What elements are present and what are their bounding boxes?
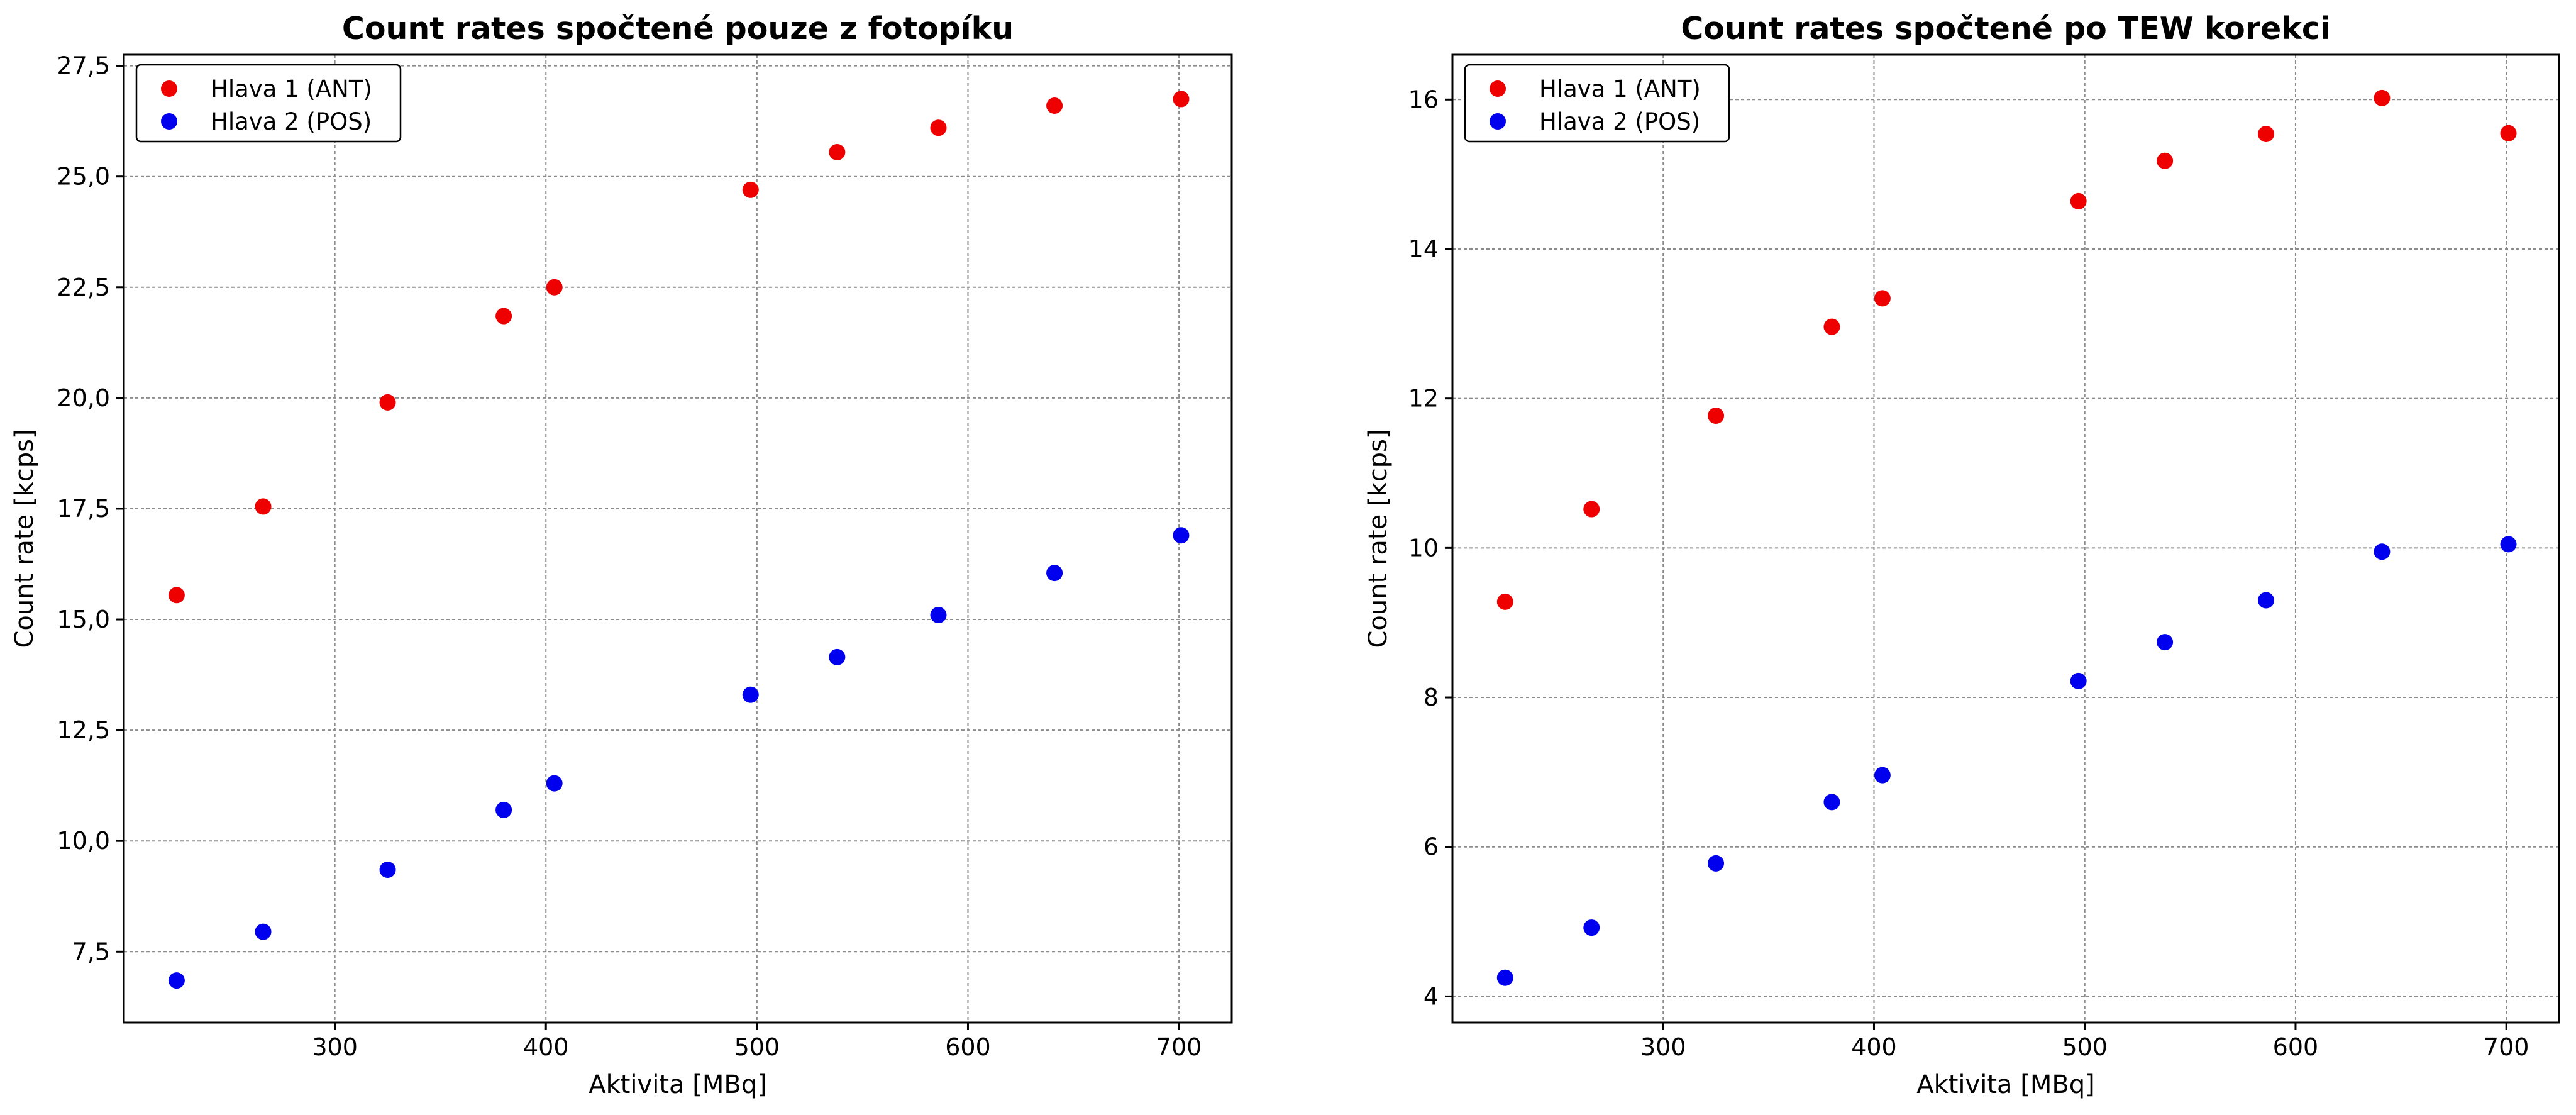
data-point-pos xyxy=(742,686,759,703)
data-point-pos xyxy=(168,972,185,989)
data-point-pos xyxy=(1708,855,1725,872)
data-point-ant xyxy=(742,181,759,198)
plot-frame xyxy=(123,53,1233,1024)
data-point-ant xyxy=(1173,91,1190,108)
data-point-pos xyxy=(2070,672,2087,689)
data-point-ant xyxy=(930,119,947,136)
data-point-ant xyxy=(2500,125,2517,141)
x-tick-label: 500 xyxy=(2062,1033,2108,1061)
data-point-pos xyxy=(930,607,947,623)
legend-box xyxy=(135,64,402,143)
data-point-pos xyxy=(1046,565,1063,582)
x-tick-label: 700 xyxy=(2484,1033,2529,1061)
data-point-ant xyxy=(2157,152,2174,169)
data-point-ant xyxy=(2374,89,2391,106)
y-tick-label: 12,5 xyxy=(57,716,110,744)
data-point-ant xyxy=(2258,125,2275,142)
data-point-pos xyxy=(495,801,512,818)
data-point-pos xyxy=(2258,592,2275,609)
legend-label: Hlava 1 (ANT) xyxy=(1539,75,1701,103)
data-point-ant xyxy=(1874,290,1891,307)
legend-marker xyxy=(1490,80,1506,97)
x-tick-label: 300 xyxy=(1640,1033,1686,1061)
data-point-ant xyxy=(168,587,185,604)
right-chart: 300 400 500 600 700 4 6 8 10 12 14 16 Count rates sp… xyxy=(1364,11,2560,1099)
x-tick-label: 600 xyxy=(2273,1033,2319,1061)
legend-label: Hlava 1 (ANT) xyxy=(211,75,372,103)
y-tick-label: 17,5 xyxy=(57,495,110,523)
data-point-ant xyxy=(1046,97,1063,114)
legend-marker xyxy=(161,80,177,97)
y-tick-label: 20,0 xyxy=(57,384,110,412)
data-point-pos xyxy=(1874,767,1891,784)
data-point-pos xyxy=(1496,969,1513,986)
y-tick-label: 12 xyxy=(1408,385,1439,413)
data-point-ant xyxy=(1583,501,1600,518)
data-point-ant xyxy=(379,394,396,411)
data-point-ant xyxy=(1823,318,1840,335)
x-tick-label: 600 xyxy=(945,1033,991,1061)
data-point-pos xyxy=(2374,543,2391,560)
x-axis-label: Aktivita [MBq] xyxy=(589,1070,767,1099)
x-tick-label: 300 xyxy=(312,1033,358,1061)
y-axis-label: Count rate [kcps] xyxy=(1364,429,1393,648)
y-tick-label: 4 xyxy=(1423,982,1439,1010)
chart-title: Count rates spočtené pouze z fotopíku xyxy=(342,11,1014,47)
y-tick-label: 6 xyxy=(1423,833,1439,861)
plot-frame xyxy=(1451,53,2560,1024)
legend-marker xyxy=(161,113,177,130)
data-point-pos xyxy=(2500,536,2517,553)
y-tick-label: 25,0 xyxy=(57,163,110,191)
x-tick-label: 700 xyxy=(1156,1033,1202,1061)
y-tick-label: 14 xyxy=(1408,235,1439,263)
y-tick-label: 7,5 xyxy=(72,938,110,965)
legend-label: Hlava 2 (POS) xyxy=(1539,108,1700,135)
legend-label: Hlava 2 (POS) xyxy=(211,108,372,135)
data-point-ant xyxy=(546,279,563,296)
x-axis-label: Aktivita [MBq] xyxy=(1916,1070,2095,1099)
data-point-pos xyxy=(1173,527,1190,544)
y-tick-label: 10,0 xyxy=(57,827,110,855)
data-point-pos xyxy=(1583,919,1600,936)
data-point-pos xyxy=(2157,634,2174,651)
data-point-ant xyxy=(1708,408,1725,424)
y-tick-label: 22,5 xyxy=(57,274,110,301)
y-tick-label: 16 xyxy=(1408,86,1439,113)
x-tick-label: 400 xyxy=(523,1033,569,1061)
data-point-ant xyxy=(495,308,512,325)
data-point-ant xyxy=(829,143,846,160)
data-point-pos xyxy=(255,923,272,940)
data-point-pos xyxy=(1823,794,1840,811)
data-point-ant xyxy=(1496,593,1513,610)
data-point-ant xyxy=(255,498,272,515)
data-point-pos xyxy=(379,862,396,878)
legend-marker xyxy=(1490,113,1506,130)
x-tick-label: 500 xyxy=(734,1033,780,1061)
y-axis-label: Count rate [kcps] xyxy=(10,429,39,648)
data-point-pos xyxy=(546,775,563,792)
data-point-ant xyxy=(2070,192,2087,209)
y-tick-label: 10 xyxy=(1408,534,1439,562)
y-tick-label: 15,0 xyxy=(57,606,110,633)
chart-title: Count rates spočtené po TEW korekci xyxy=(1681,11,2330,47)
data-point-pos xyxy=(829,648,846,665)
y-tick-label: 27,5 xyxy=(57,52,110,80)
left-chart: 300 400 500 600 700 7,5 10,0 12,5 15,0 17,5 20,0 22… xyxy=(10,11,1233,1099)
y-tick-label: 8 xyxy=(1423,684,1439,711)
x-tick-label: 400 xyxy=(1851,1033,1897,1061)
legend-box xyxy=(1464,64,1730,143)
